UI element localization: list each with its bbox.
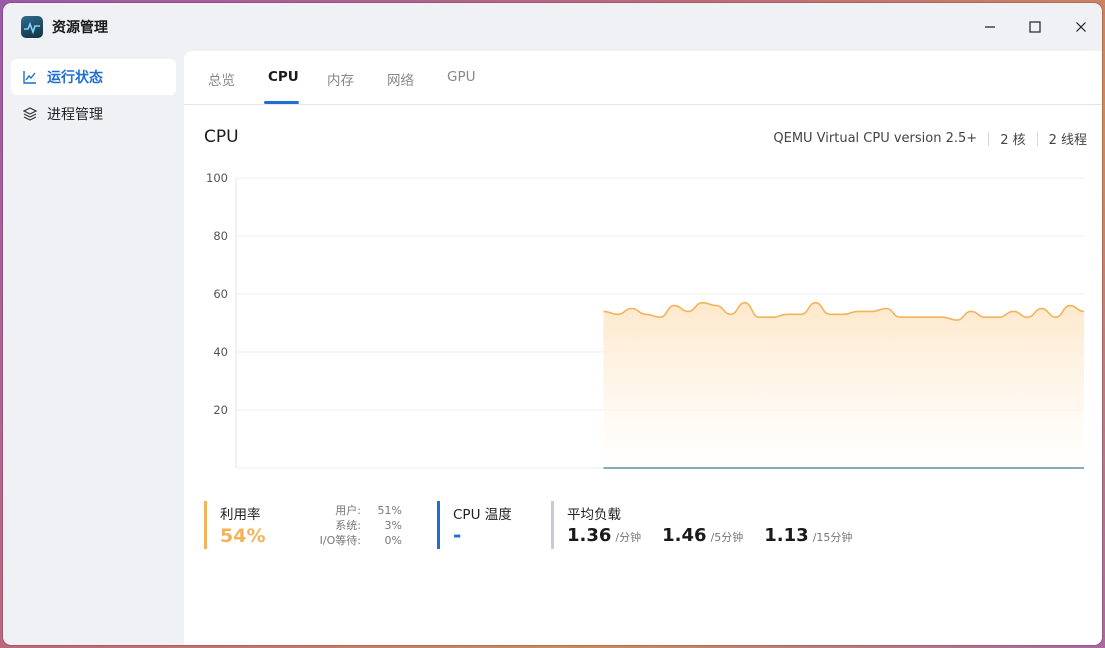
- sidebar-item-label: 进程管理: [47, 107, 103, 123]
- tab-bar: 总览 CPU 内存 网络 GPU: [184, 51, 1102, 105]
- load-average-stat: 平均负载 1.36 /分钟 1.46 /5分钟 1.13 /15分钟: [551, 501, 881, 549]
- utilization-label: 利用率: [220, 507, 261, 523]
- user-label: 用户:: [335, 504, 361, 517]
- sidebar-item-label: 运行状态: [47, 70, 103, 86]
- io-wait-label: I/O等待:: [319, 534, 361, 547]
- cpu-usage-area: [603, 302, 1084, 468]
- system-value: 3%: [384, 519, 402, 532]
- close-button[interactable]: [1066, 12, 1096, 42]
- app-monitor-icon: [21, 16, 43, 38]
- minimize-button[interactable]: [975, 12, 1005, 42]
- load-5min-unit: /5分钟: [710, 531, 744, 544]
- divider: [988, 131, 990, 146]
- y-tick-label: 40: [213, 345, 228, 359]
- app-title: 资源管理: [52, 20, 108, 36]
- close-icon: [1076, 22, 1086, 32]
- load-accent-bar: [551, 501, 554, 549]
- utilization-breakdown: 用户: 51% 系统: 3% I/O等待: 0%: [316, 503, 402, 548]
- utilization-accent-bar: [204, 501, 207, 549]
- line-chart-icon: [22, 69, 38, 85]
- cpu-info: QEMU Virtual CPU version 2.5+ 2 核 2 线程: [773, 129, 1087, 148]
- resource-manager-window: 资源管理 运行状态: [3, 3, 1102, 645]
- load-15min-unit: /15分钟: [812, 531, 853, 544]
- y-tick-label: 60: [213, 287, 228, 301]
- cpu-usage-chart: 100 80 60 40 20: [206, 171, 1085, 469]
- main-panel: 总览 CPU 内存 网络 GPU CPU QEMU Virtual CPU ve…: [184, 51, 1102, 645]
- maximize-button[interactable]: [1020, 12, 1050, 42]
- title-bar: 资源管理: [3, 3, 1102, 51]
- section-title: CPU: [204, 127, 239, 147]
- cpu-threads: 2 线程: [1048, 133, 1087, 148]
- y-tick-label: 80: [213, 229, 228, 243]
- minimize-icon: [985, 26, 995, 28]
- tab-overview[interactable]: 总览: [208, 73, 235, 89]
- temperature-value: -: [453, 523, 462, 547]
- layers-icon: [22, 106, 38, 122]
- y-tick-label: 100: [206, 171, 228, 185]
- cpu-cores: 2 核: [1000, 133, 1026, 148]
- temperature-accent-bar: [437, 501, 440, 549]
- temperature-label: CPU 温度: [453, 507, 512, 523]
- user-value: 51%: [377, 504, 402, 517]
- active-tab-indicator: [264, 101, 299, 104]
- load-15min-value: 1.13: [764, 525, 809, 546]
- load-1min-unit: /分钟: [615, 531, 642, 544]
- sidebar-item-running-status[interactable]: 运行状态: [11, 59, 176, 95]
- y-tick-label: 20: [213, 403, 228, 417]
- tab-gpu[interactable]: GPU: [447, 69, 476, 85]
- tab-cpu[interactable]: CPU: [268, 69, 299, 85]
- utilization-stat: 利用率 54% 用户: 51% 系统: 3% I/O等待: 0%: [204, 501, 404, 549]
- divider: [1036, 131, 1038, 146]
- tab-memory[interactable]: 内存: [327, 73, 354, 89]
- load-values: 1.36 /分钟 1.46 /5分钟 1.13 /15分钟: [567, 525, 873, 546]
- sidebar: 运行状态 进程管理: [3, 51, 183, 645]
- maximize-icon: [1029, 21, 1041, 33]
- load-average-label: 平均负载: [567, 507, 621, 523]
- temperature-stat: CPU 温度 -: [437, 501, 547, 549]
- tab-network[interactable]: 网络: [387, 73, 414, 89]
- system-label: 系统:: [335, 519, 361, 532]
- cpu-model: QEMU Virtual CPU version 2.5+: [773, 131, 978, 146]
- sidebar-item-process-management[interactable]: 进程管理: [11, 96, 176, 132]
- load-5min-value: 1.46: [662, 525, 707, 546]
- io-wait-value: 0%: [384, 534, 402, 547]
- utilization-value: 54%: [220, 525, 266, 547]
- load-1min-value: 1.36: [567, 525, 612, 546]
